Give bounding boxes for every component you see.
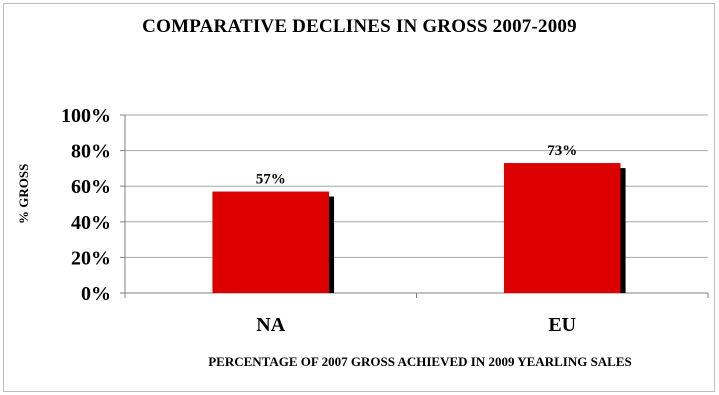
bars <box>212 163 626 293</box>
labels: 0% 20% 40% 60% 80% 100% 57% NA 73% EU <box>61 105 577 336</box>
category-label: NA <box>256 314 285 336</box>
y-tick-label: 0% <box>81 283 111 305</box>
x-axis-label: PERCENTAGE OF 2007 GROSS ACHIEVED IN 200… <box>208 354 632 369</box>
y-tick-label: 20% <box>71 247 111 269</box>
bar-na <box>212 191 330 293</box>
bar-eu <box>503 163 621 293</box>
y-tick-label: 100% <box>61 105 111 127</box>
y-tick-label: 60% <box>71 176 111 198</box>
category-label: EU <box>548 314 576 336</box>
data-label: 73% <box>547 143 577 159</box>
y-tick-label: 80% <box>71 141 111 163</box>
chart-title: COMPARATIVE DECLINES IN GROSS 2007-2009 <box>142 16 577 37</box>
data-label: 57% <box>256 172 286 188</box>
y-tick-label: 40% <box>71 212 111 234</box>
